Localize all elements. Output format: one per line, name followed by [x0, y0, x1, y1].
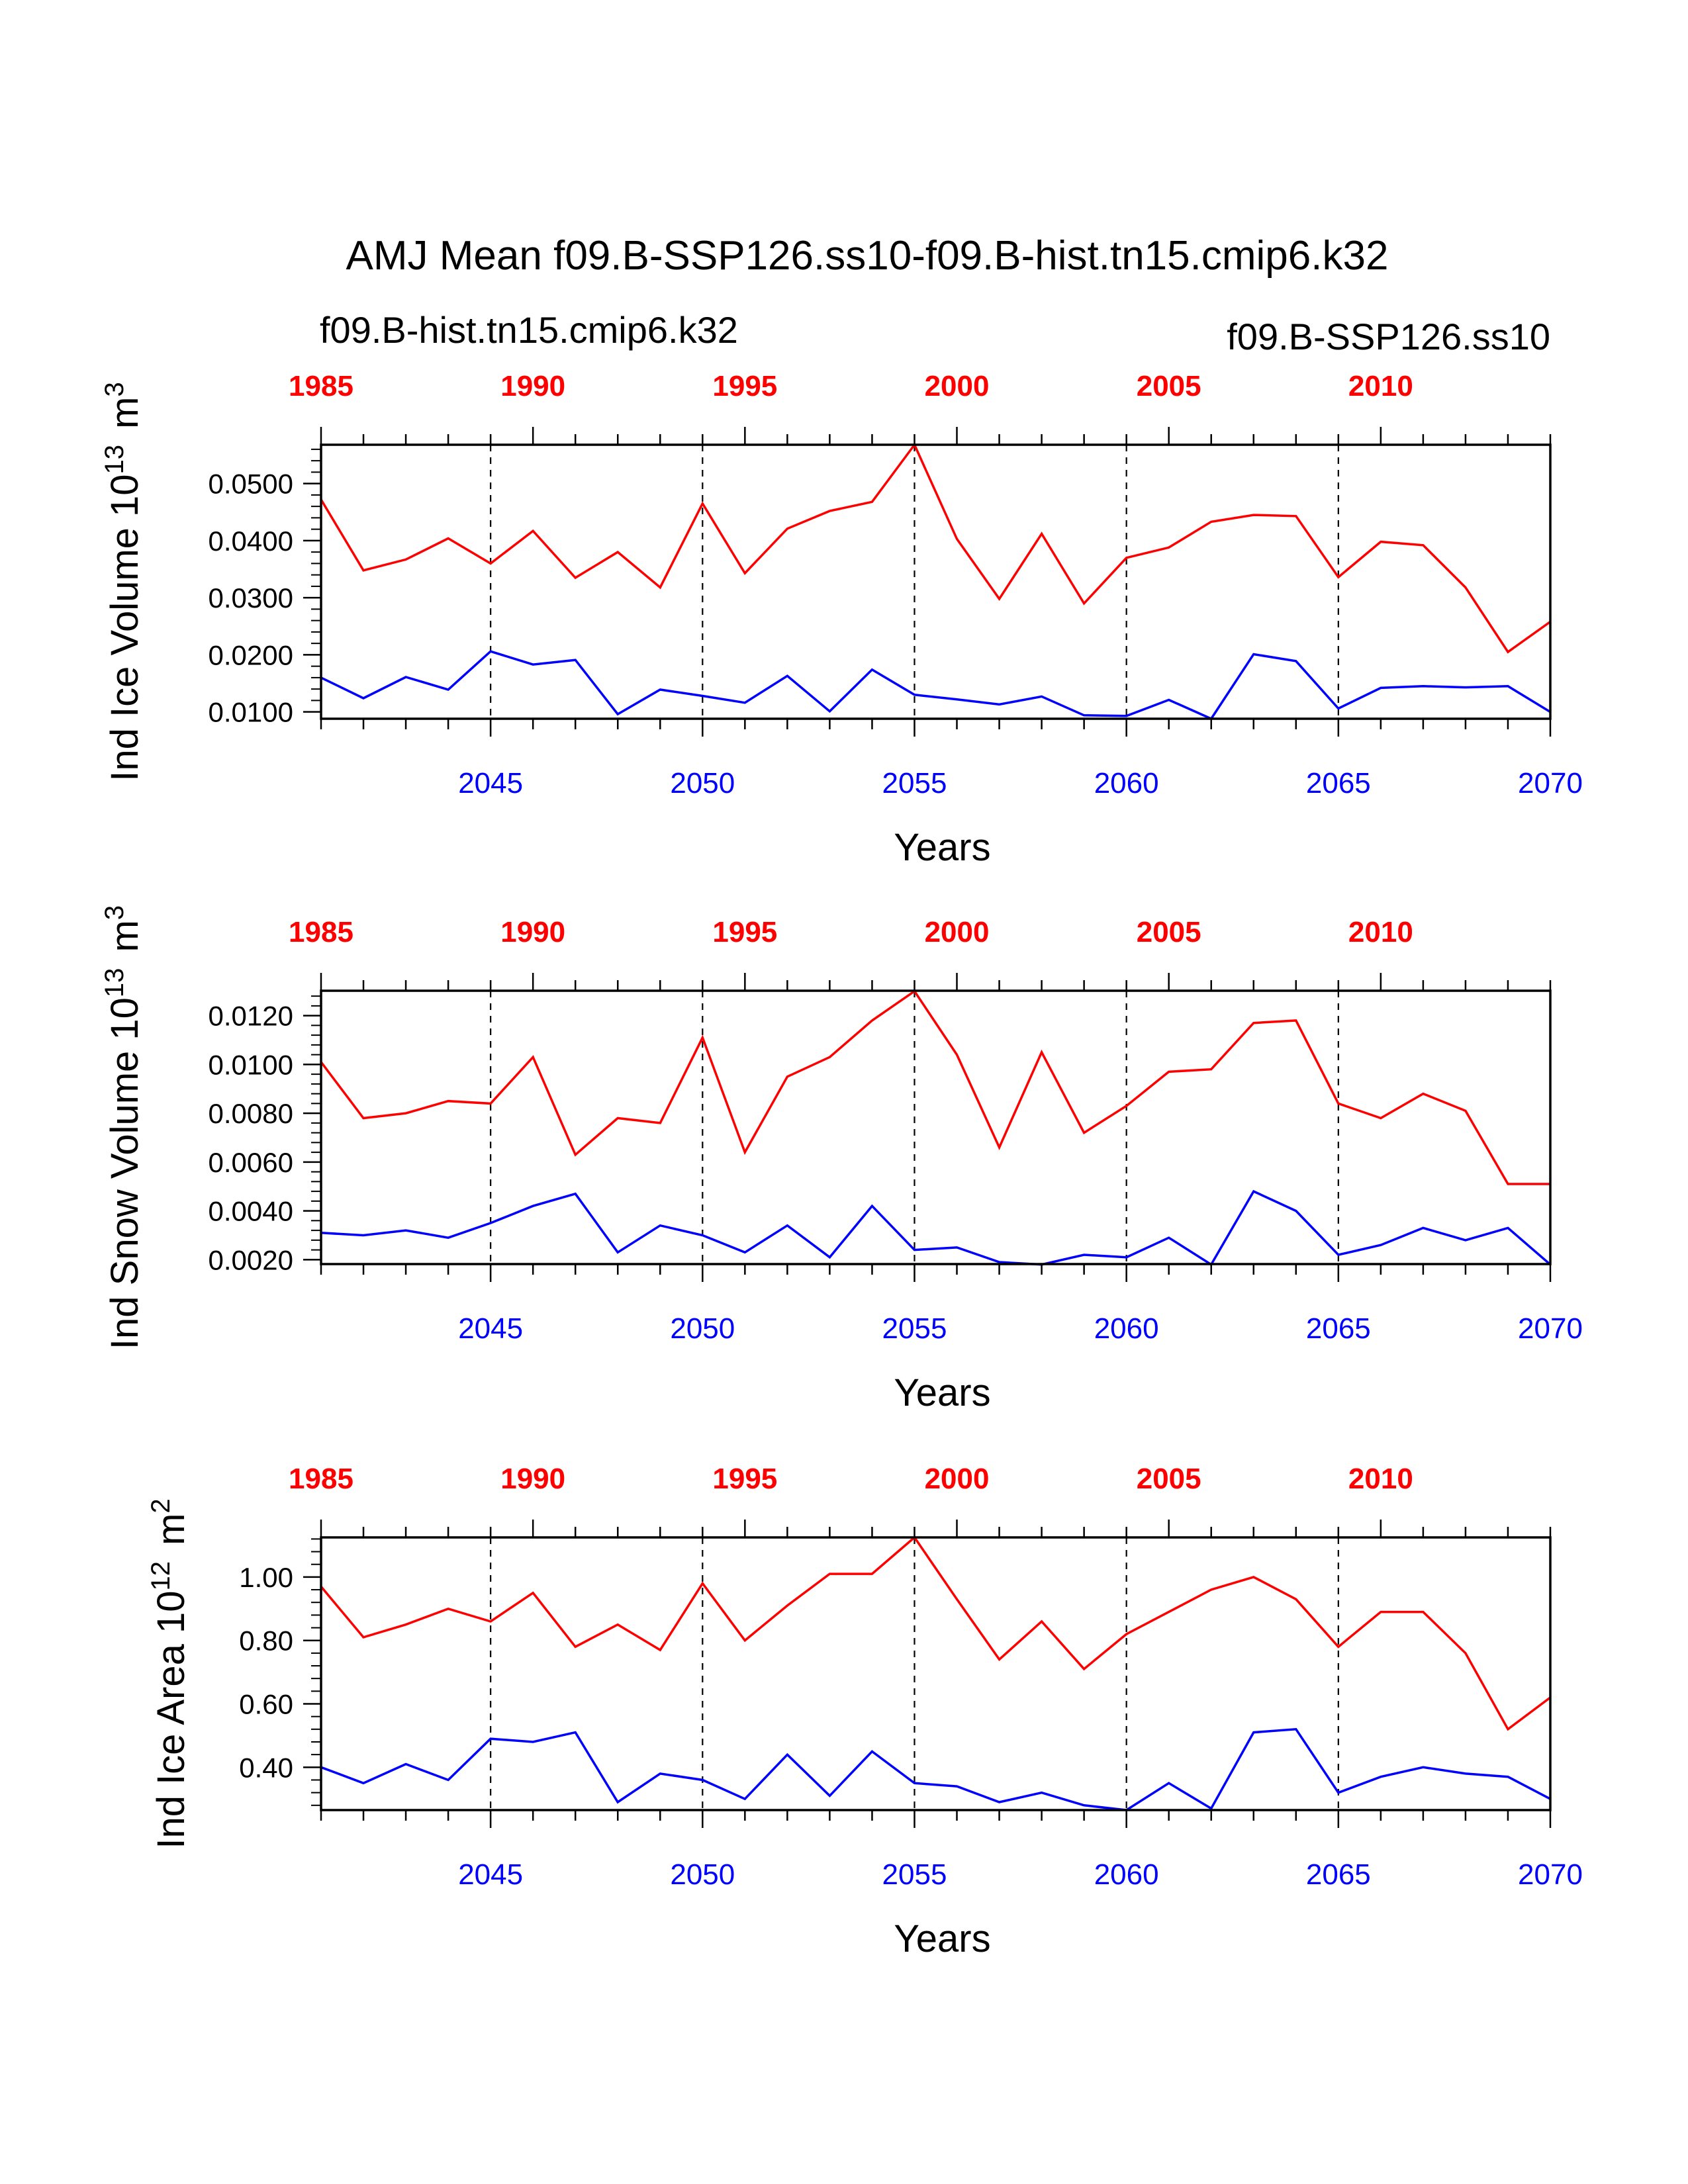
panel-1-top-tick-label-1995: 1995 [712, 370, 777, 402]
panel-1-series-hist-line [320, 442, 1552, 654]
legend-ssp-label: f09.B-SSP126.ss10 [1227, 316, 1550, 357]
y-axis-title-superscript: 3 [100, 382, 129, 396]
panel-2-bottom-tick-label-2065: 2065 [1306, 1312, 1371, 1345]
panel-3-top-tick-label-1990: 1990 [500, 1463, 565, 1495]
panel-1-y-tick-label-1: 0.0200 [209, 639, 293, 670]
panel-3-top-tick-label-1985: 1985 [289, 1463, 353, 1495]
panel-2-top-tick-label-1985: 1985 [289, 916, 353, 948]
y-axis-title-superscript: 12 [146, 1561, 175, 1591]
panel-2-y-axis-title: Ind Snow Volume 1013 m3 [100, 905, 146, 1349]
panel-3-top-tick-label-1995: 1995 [712, 1463, 777, 1495]
panel-3-plot-frame [320, 1536, 1552, 1811]
panel-3-top-tick-label-2000: 2000 [925, 1463, 990, 1495]
legend-hist-label: f09.B-hist.tn15.cmip6.k32 [320, 309, 738, 351]
panel-2-top-tick-label-1990: 1990 [500, 916, 565, 948]
y-axis-title-superscript: 3 [100, 905, 129, 920]
panel-2-series-ssp-line [320, 1189, 1552, 1267]
panel-3-bottom-tick-label-2045: 2045 [458, 1858, 523, 1891]
panel-1-top-tick-label-1990: 1990 [500, 370, 565, 402]
panel-2-top-tick-label-1995: 1995 [712, 916, 777, 948]
panel-1-plot-frame [320, 443, 1552, 720]
panel-3-bottom-tick-label-2055: 2055 [882, 1858, 947, 1891]
panel-2-series-hist-line [320, 989, 1550, 1185]
panel-1-bottom-tick-label-2050: 2050 [670, 767, 735, 799]
panel-2-plot-frame [320, 989, 1552, 1265]
panel-3-series-hist-line [320, 1535, 1552, 1731]
panel-2-y-tick-label-3: 0.0080 [209, 1098, 293, 1129]
y-axis-title-part: m [103, 920, 146, 962]
panel-2-top-tick-label-2010: 2010 [1348, 916, 1413, 948]
panel-2-top-tick-label-2005: 2005 [1137, 916, 1201, 948]
panel-3-bottom-tick-label-2065: 2065 [1306, 1858, 1371, 1891]
panel-2-x-axis-title: Years [894, 1371, 990, 1414]
panel-2-y-tick-label-5: 0.0120 [209, 1001, 293, 1032]
panel-2-bottom-tick-label-2070: 2070 [1518, 1312, 1583, 1345]
panel-3-y-tick-label-3: 1.00 [239, 1562, 293, 1593]
panel-3-y-tick-label-1: 0.60 [239, 1689, 293, 1720]
panel-1-bottom-tick-label-2060: 2060 [1094, 767, 1159, 799]
y-axis-title-part: m [150, 1514, 193, 1556]
panel-1-bottom-tick-label-2055: 2055 [882, 767, 947, 799]
panel-1-bottom-tick-label-2070: 2070 [1518, 767, 1583, 799]
y-axis-title-part: m [103, 397, 146, 439]
panel-1-y-tick-label-2: 0.0300 [209, 582, 293, 614]
panel-2-bottom-tick-label-2050: 2050 [670, 1312, 735, 1345]
panel-2-y-tick-label-2: 0.0060 [209, 1147, 293, 1178]
panel-1-series-ssp-line [320, 650, 1551, 721]
panel-1-bottom-tick-label-2045: 2045 [458, 767, 523, 799]
y-axis-title-superscript: 13 [100, 445, 129, 475]
chart-title: AMJ Mean f09.B-SSP126.ss10-f09.B-hist.tn… [346, 233, 1389, 279]
panel-2-y-tick-label-0: 0.0020 [209, 1244, 293, 1275]
panel-2-top-tick-label-2000: 2000 [925, 916, 990, 948]
panel-2-y-tick-label-4: 0.0100 [209, 1049, 293, 1080]
panel-1-top-tick-label-2000: 2000 [925, 370, 990, 402]
panel-3-y-axis-title: Ind Ice Area 1012 m2 [146, 1498, 193, 1848]
y-axis-title-superscript: 2 [146, 1498, 175, 1513]
panel-1-y-axis-title: Ind Ice Volume 1013 m3 [100, 382, 146, 782]
panel-1-top-tick-label-2010: 2010 [1348, 370, 1413, 402]
panel-2-bottom-tick-label-2045: 2045 [458, 1312, 523, 1345]
panel-3-y-tick-label-2: 0.80 [239, 1625, 293, 1657]
panel-1-top-tick-label-1985: 1985 [289, 370, 353, 402]
panel-3-bottom-tick-label-2060: 2060 [1094, 1858, 1159, 1891]
panel-3-top-tick-label-2010: 2010 [1348, 1463, 1413, 1495]
panel-3-series-ssp-line [320, 1727, 1551, 1811]
panel-1-y-tick-label-4: 0.0500 [209, 469, 293, 500]
panel-3-y-tick-label-0: 0.40 [239, 1752, 293, 1783]
panel-3-top-tick-label-2005: 2005 [1137, 1463, 1201, 1495]
panel-1-x-axis-title: Years [894, 826, 990, 869]
y-axis-title-part: Ind Snow Volume 10 [103, 997, 146, 1349]
panel-2-bottom-tick-label-2060: 2060 [1094, 1312, 1159, 1345]
panel-1-y-tick-label-3: 0.0400 [209, 525, 293, 557]
panel-1-y-tick-label-0: 0.0100 [209, 697, 293, 728]
y-axis-title-part: Ind Ice Volume 10 [103, 474, 146, 781]
y-axis-title-superscript: 13 [100, 968, 129, 998]
panel-3-bottom-tick-label-2050: 2050 [670, 1858, 735, 1891]
y-axis-title-part: Ind Ice Area 10 [150, 1591, 193, 1849]
panel-3-bottom-tick-label-2070: 2070 [1518, 1858, 1583, 1891]
panel-3-x-axis-title: Years [894, 1917, 990, 1960]
panel-2-y-tick-label-1: 0.0040 [209, 1196, 293, 1227]
panel-1-bottom-tick-label-2065: 2065 [1306, 767, 1371, 799]
panel-2-bottom-tick-label-2055: 2055 [882, 1312, 947, 1345]
panel-1-top-tick-label-2005: 2005 [1137, 370, 1201, 402]
